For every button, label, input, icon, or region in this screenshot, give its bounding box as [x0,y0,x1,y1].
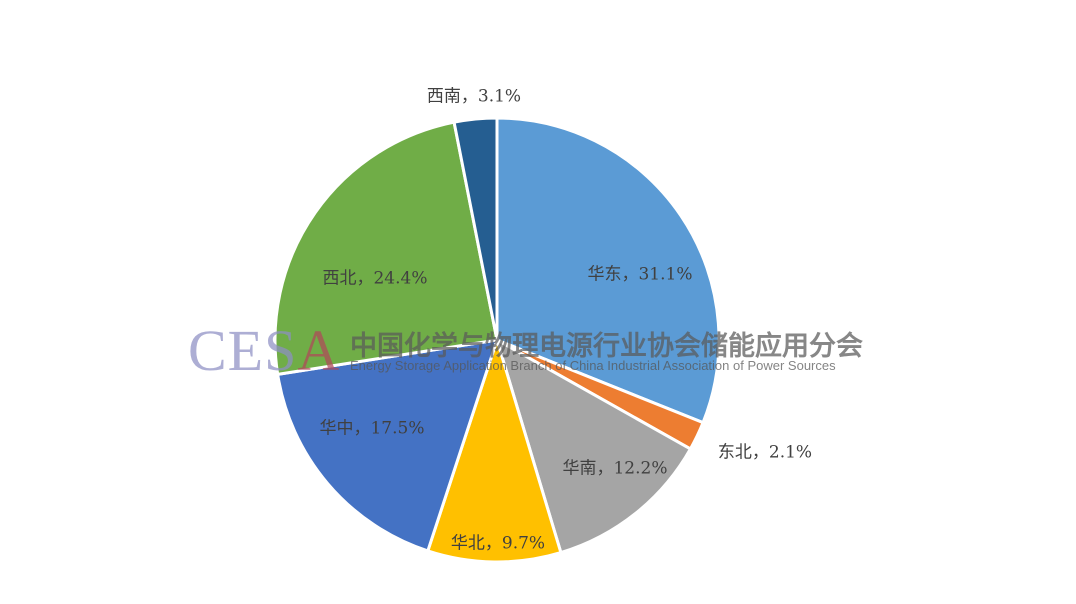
data-label-1: 东北，2.1% [717,442,813,463]
data-label-3: 华北，9.7% [450,533,546,554]
data-label-2: 华南，12.2% [562,458,668,479]
pie-slice-3 [425,334,563,564]
data-label-6: 西南，3.1% [426,86,522,107]
data-label-5: 西北，24.4% [322,268,428,289]
pie-slice-5 [273,120,499,377]
data-label-4: 华中，17.5% [319,418,425,439]
data-label-0: 华东，31.1% [587,264,693,285]
pie-slice-6 [452,116,499,341]
pie-slice-4 [275,338,500,553]
pie-slice-0 [495,116,721,425]
